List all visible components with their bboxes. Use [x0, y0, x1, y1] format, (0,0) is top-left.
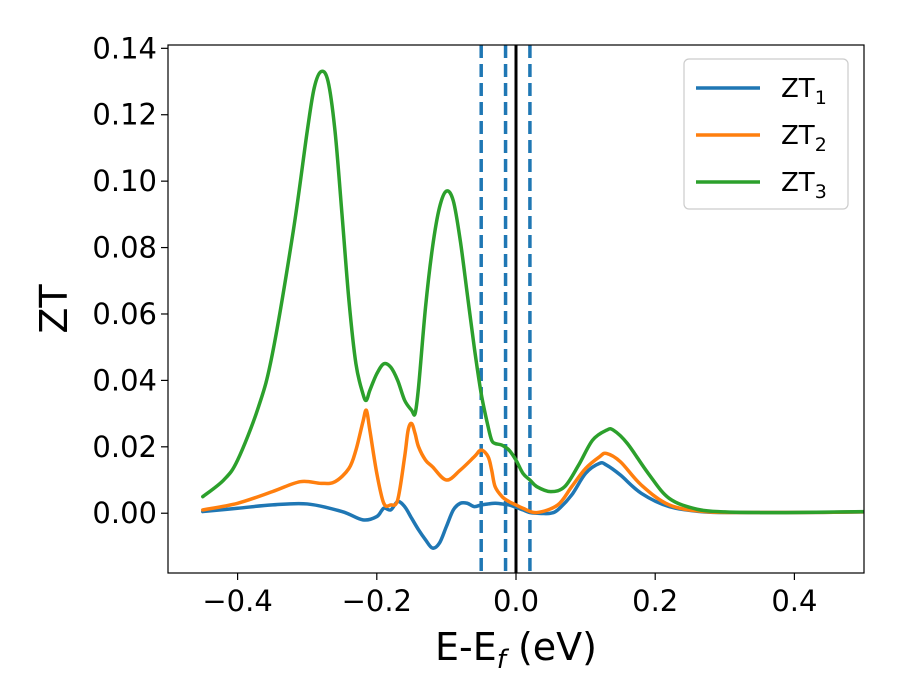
legend-box	[683, 58, 849, 210]
legend-label-zt1: ZT1	[781, 74, 827, 109]
y-axis-label: ZT	[32, 284, 76, 334]
series-line-zt1	[201, 461, 864, 550]
x-tick-label: 0.0	[493, 584, 539, 618]
y-tick-label: 0.02	[92, 430, 157, 464]
x-tick-label: 0.2	[632, 584, 678, 618]
y-tick-label: 0.06	[92, 297, 157, 331]
x-axis-label: E-Ef (eV)	[435, 625, 597, 675]
y-tick-label: 0.08	[92, 231, 157, 265]
y-tick-label: 0.14	[92, 31, 157, 65]
y-tick-label: 0.00	[92, 496, 157, 530]
legend-label-zt3: ZT3	[781, 168, 827, 203]
vertical-lines	[479, 45, 532, 573]
ticks: −0.4 −0.2 0.0 0.2 0.4 0.00 0.02 0.04 0.06 0.08 0.1…	[92, 31, 817, 618]
series-lines	[201, 69, 864, 550]
legend-label-zt2: ZT2	[781, 121, 827, 156]
series-line-zt2	[201, 408, 864, 515]
y-tick-label: 0.12	[92, 98, 157, 132]
legend: ZT1 ZT2 ZT3	[683, 58, 849, 210]
x-tick-label: −0.2	[342, 584, 412, 618]
y-tick-label: 0.10	[92, 164, 157, 198]
y-tick-label: 0.04	[92, 363, 157, 397]
x-tick-label: 0.4	[771, 584, 817, 618]
x-tick-label: −0.4	[202, 584, 272, 618]
axis-labels: E-Ef (eV) ZT	[32, 284, 597, 675]
series-line-zt3	[201, 69, 864, 515]
